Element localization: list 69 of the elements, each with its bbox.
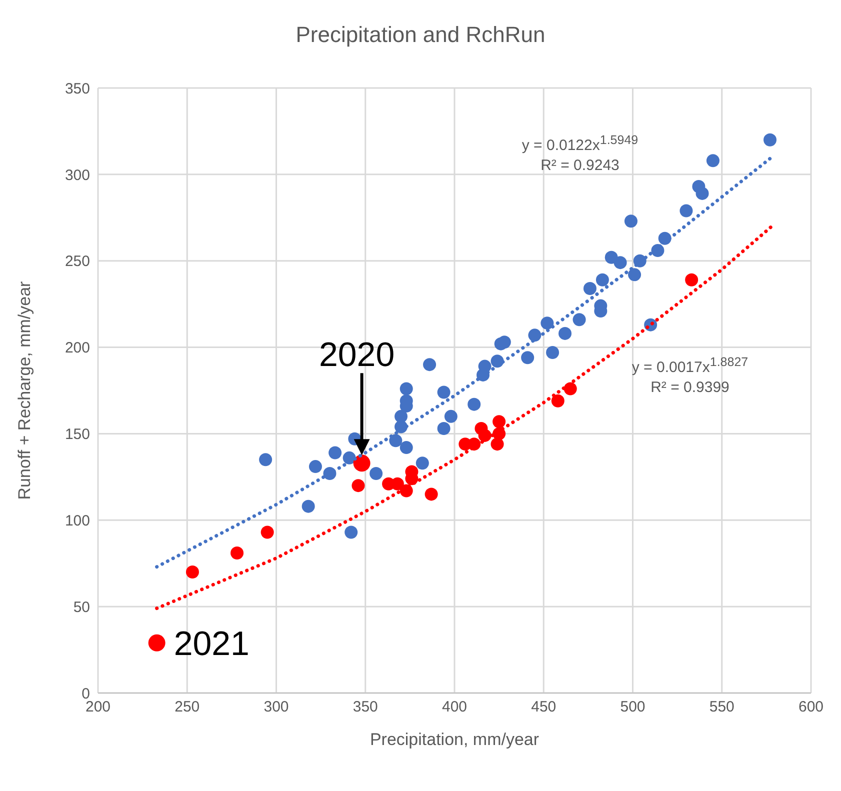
y-axis-title: Runoff + Recharge, mm/year <box>15 280 34 500</box>
point <box>685 273 698 286</box>
point <box>352 479 365 492</box>
point <box>468 398 481 411</box>
point <box>353 454 370 472</box>
point <box>624 214 638 228</box>
point <box>186 566 199 578</box>
x-tick-label: 500 <box>620 698 646 716</box>
x-axis-title: Precipitation, mm/year <box>370 730 540 749</box>
point <box>423 358 436 372</box>
point <box>680 204 693 218</box>
y-tick-label: 50 <box>73 598 90 616</box>
point <box>583 282 596 296</box>
point <box>628 268 642 282</box>
point <box>696 186 709 200</box>
y-tick-label: 100 <box>64 512 90 530</box>
chart-title: Precipitation and RchRun <box>294 22 546 48</box>
annotation: y = 0.0122x$^{1.5949}$ <box>520 133 640 154</box>
point <box>260 526 274 539</box>
point <box>490 438 504 451</box>
x-tick-label: 550 <box>709 698 734 716</box>
point <box>706 154 720 168</box>
point <box>424 488 438 501</box>
point <box>344 526 358 539</box>
point <box>400 382 413 396</box>
point <box>259 453 272 466</box>
annotation: R² = 0.9399 <box>650 379 730 396</box>
point <box>230 546 244 560</box>
y-tick-label: 250 <box>64 253 90 270</box>
annotation: y = 0.0017x$^{1.8827}$ <box>630 355 750 376</box>
point <box>551 394 564 408</box>
y-tick-label: 200 <box>64 340 90 357</box>
point <box>444 410 458 423</box>
point <box>389 434 402 448</box>
line-series <box>155 224 774 610</box>
point <box>558 326 572 340</box>
annotation: 2020 <box>318 336 395 374</box>
x-tick-label: 250 <box>174 698 200 716</box>
point <box>416 456 429 470</box>
y-tick-label: 150 <box>64 426 90 444</box>
point <box>394 410 408 423</box>
x-tick-label: 600 <box>798 698 824 716</box>
point <box>478 360 492 373</box>
point <box>492 415 506 428</box>
point <box>302 500 315 513</box>
x-tick-label: 300 <box>264 698 289 716</box>
point <box>437 422 450 436</box>
point <box>614 256 627 270</box>
point <box>148 634 166 652</box>
point <box>572 313 586 326</box>
x-tick-label: 450 <box>531 698 556 716</box>
line-series <box>155 155 774 569</box>
x-tick-label: 350 <box>352 698 378 716</box>
point <box>764 133 777 146</box>
x-tick-label: 400 <box>442 698 468 716</box>
point <box>400 441 413 454</box>
point <box>596 273 609 286</box>
point <box>328 446 342 460</box>
point <box>437 386 450 399</box>
point <box>370 466 383 480</box>
point <box>521 351 534 364</box>
y-tick-label: 350 <box>64 80 90 98</box>
point <box>540 316 554 330</box>
y-tick-label: 300 <box>64 166 90 184</box>
annotation: 2021 <box>174 624 250 663</box>
annotation: R² = 0.9243 <box>540 157 620 174</box>
point <box>498 336 511 349</box>
point <box>308 460 322 474</box>
point <box>546 346 560 359</box>
